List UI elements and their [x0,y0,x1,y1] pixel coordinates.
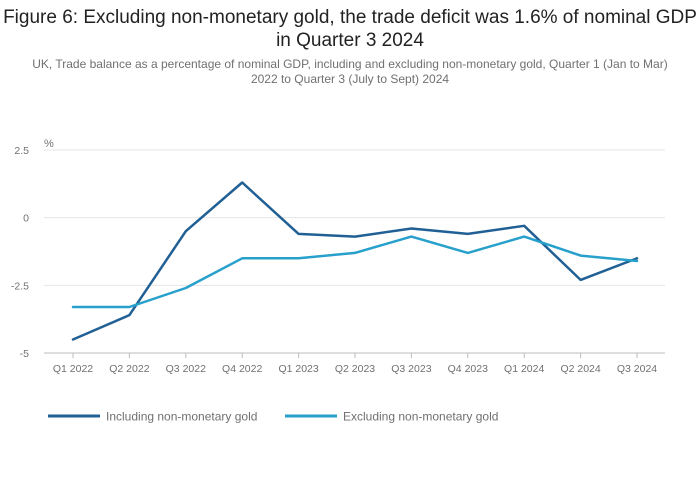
y-tick-label: 0 [23,213,29,225]
x-tick-label: Q1 2023 [278,363,318,375]
x-tick-label: Q4 2022 [222,363,262,375]
x-tick-label: Q3 2024 [617,363,657,375]
x-tick-label: Q2 2022 [109,363,149,375]
series-lines [71,181,639,341]
series-line-excluding-gold [71,235,639,309]
y-tick-label: -5 [20,348,29,360]
x-tick-label: Q2 2024 [560,363,600,375]
x-tick-label: Q4 2023 [448,363,488,375]
y-tick-label: 2.5 [14,145,29,157]
x-tick-label: Q1 2022 [53,363,93,375]
chart-title: Figure 6: Excluding non-monetary gold, t… [3,7,697,51]
x-tick-label: Q2 2023 [335,363,375,375]
x-tick-label: Q3 2022 [166,363,206,375]
chart-subtitle: UK, Trade balance as a percentage of nom… [32,57,668,86]
legend-label: Excluding non-monetary gold [343,410,498,424]
series-line-including-gold [71,181,639,341]
y-axis-unit-label: % [44,138,54,150]
legend-label: Including non-monetary gold [106,410,257,424]
y-axis-ticks: 2.5 0 -2.5 -5 [11,145,29,360]
legend: Including non-monetary gold Excluding non… [48,410,498,424]
x-tick-label: Q1 2024 [504,363,544,375]
x-tick-label: Q3 2023 [391,363,431,375]
y-tick-label: -2.5 [11,280,29,292]
x-axis-ticks: Q1 2022 Q2 2022 Q3 2022 Q4 2022 Q1 2023 Q2 20… [53,353,657,375]
